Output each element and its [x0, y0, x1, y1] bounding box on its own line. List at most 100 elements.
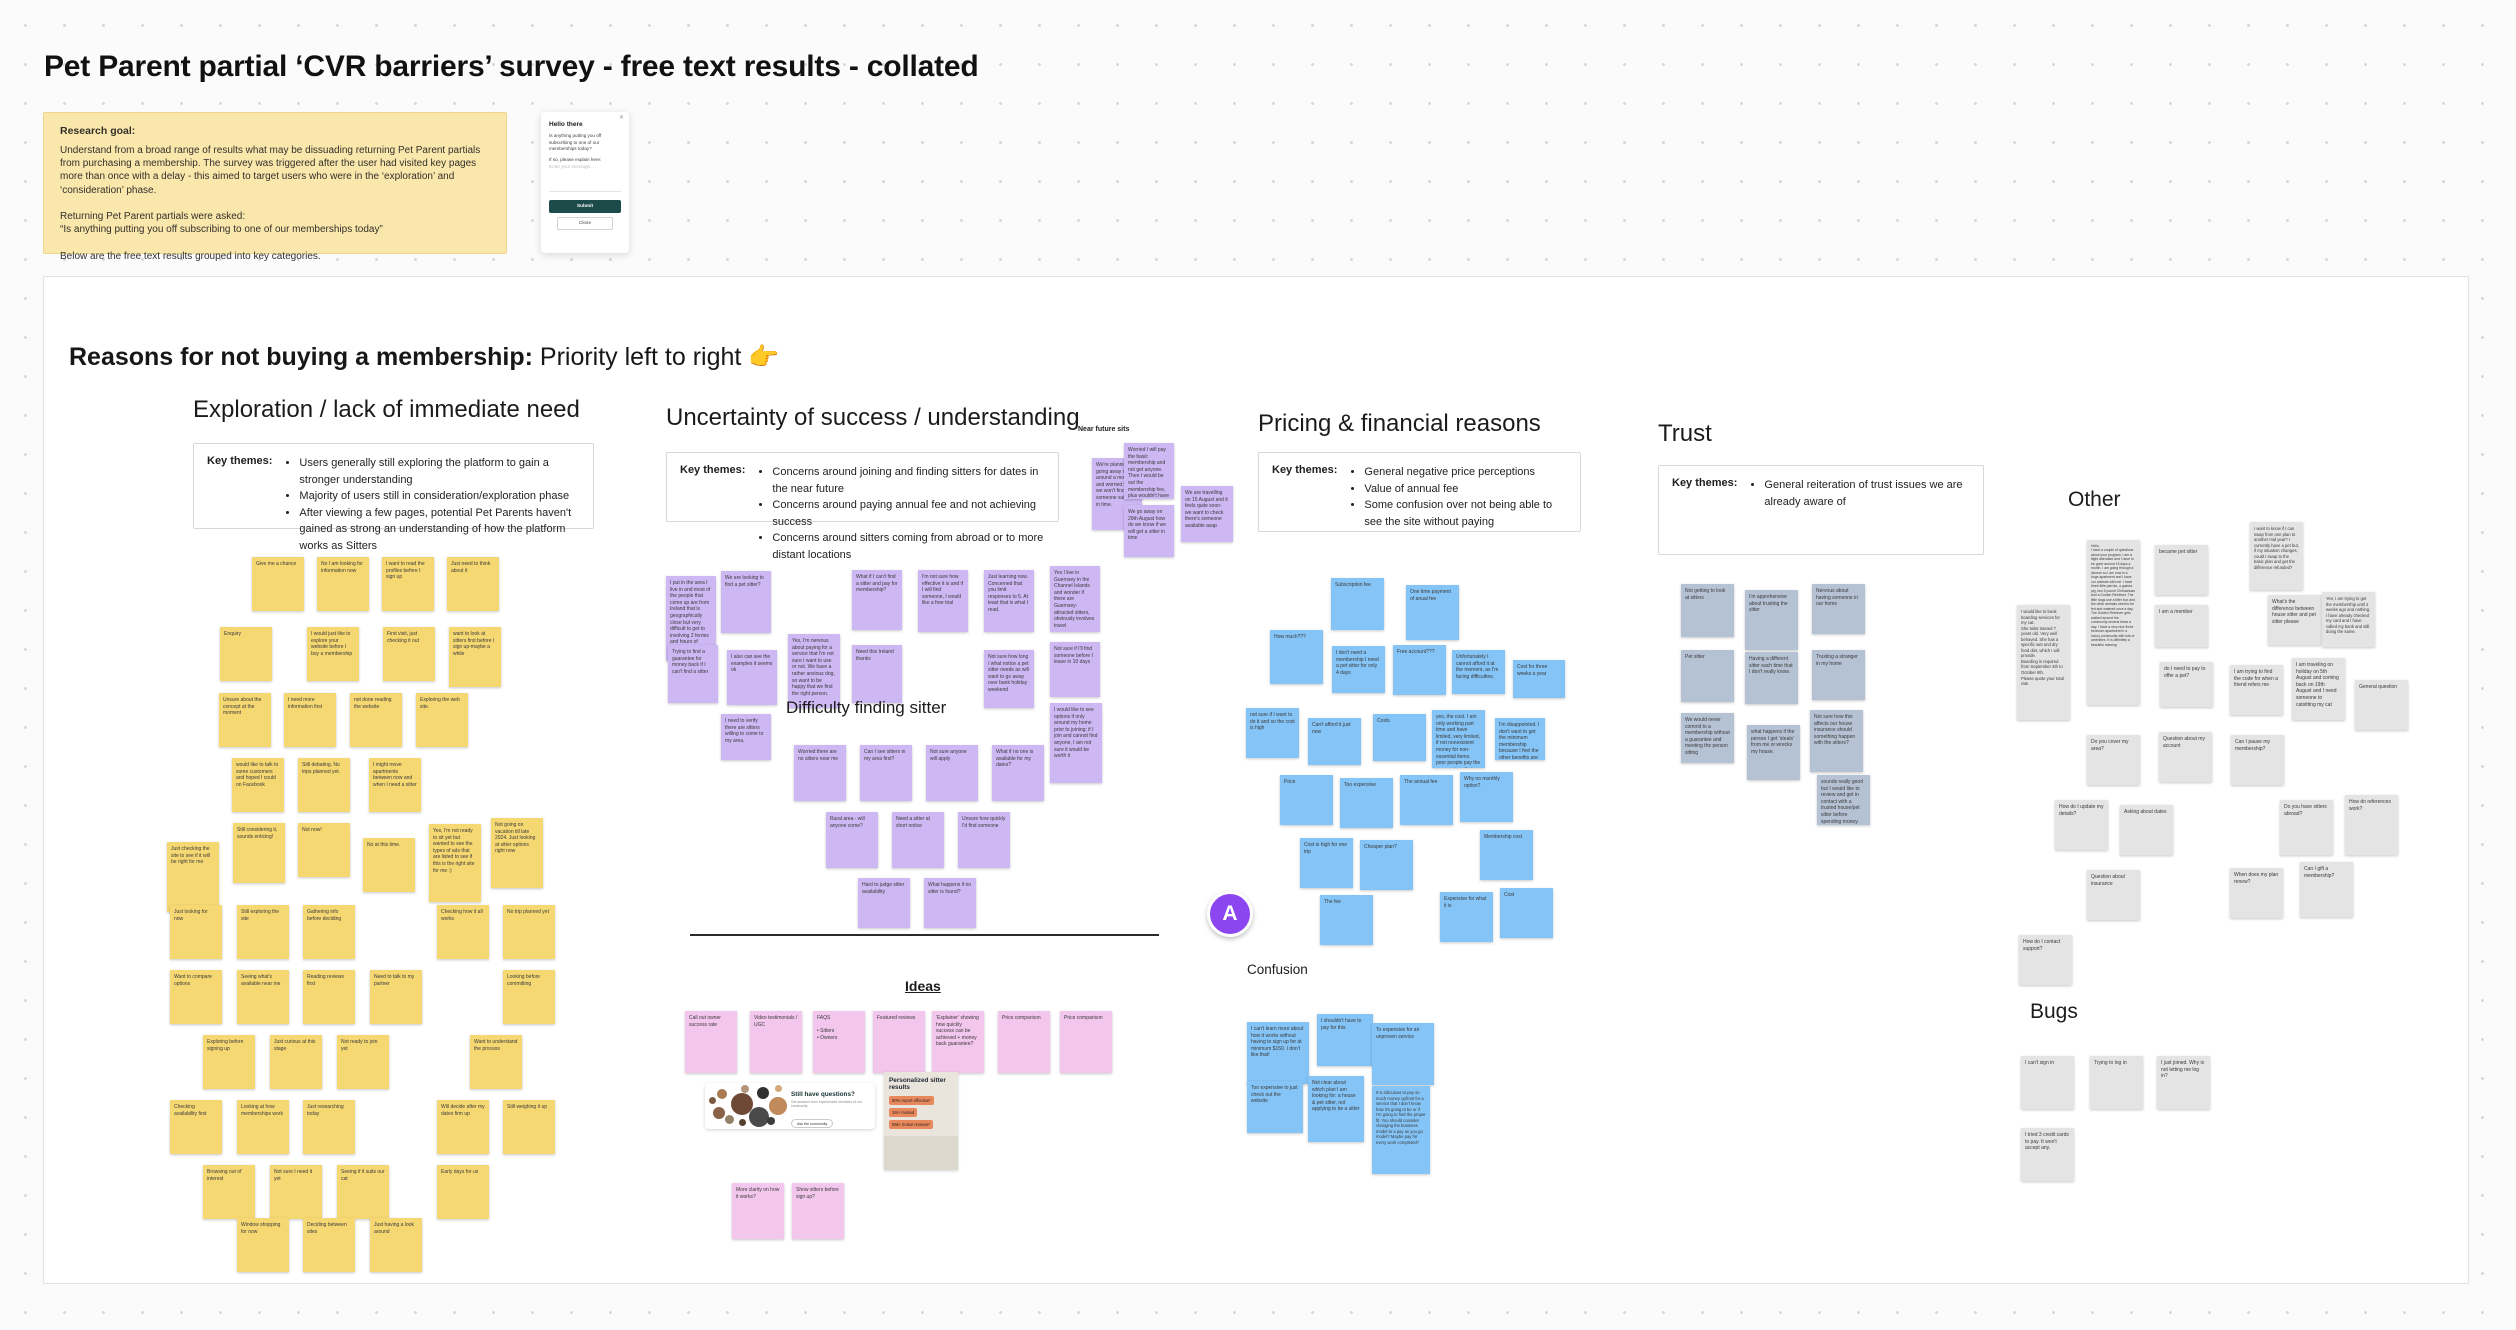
sticky-note-uncertainty[interactable]: Hard to judge sitter availability	[858, 878, 910, 928]
sticky-note-bugs[interactable]: I can't sign in	[2021, 1056, 2074, 1109]
sticky-note-exploration[interactable]: Exploring before signing up	[203, 1035, 255, 1089]
sticky-note-other[interactable]: Do you cover my area?	[2087, 735, 2140, 785]
sticky-note-trust[interactable]: Not getting to look at sitters	[1681, 584, 1734, 637]
sticky-note-exploration[interactable]: I might move apartments between now and …	[369, 758, 421, 812]
sticky-note-uncertainty[interactable]: Trying to find a guarantee for money bac…	[668, 645, 718, 703]
sticky-note-exploration[interactable]: want to look at sitters first before I s…	[449, 627, 501, 687]
sticky-note-pricing[interactable]: How much???	[1270, 630, 1323, 684]
sticky-note-confusion[interactable]: To expensive for an unproven service	[1372, 1023, 1434, 1085]
sticky-note-pricing[interactable]: Price	[1280, 775, 1333, 825]
sticky-note-exploration[interactable]: Seeing what's available near me	[237, 970, 289, 1024]
section-title-exploration[interactable]: Exploration / lack of immediate need	[193, 396, 580, 423]
sticky-note-other[interactable]: Yes, I am trying to get the membership u…	[2322, 592, 2375, 647]
label-difficulty-finding-sitter[interactable]: Difficulty finding sitter	[786, 698, 947, 717]
sticky-note-exploration[interactable]: Not ready to join yet	[337, 1035, 389, 1089]
sticky-note-other[interactable]: I would like to book boarding services f…	[2017, 605, 2070, 720]
sticky-note-trust[interactable]: Having a different sitter each time that…	[1745, 652, 1798, 704]
key-themes-exploration[interactable]: Key themes: Users generally still explor…	[193, 443, 594, 552]
sticky-note-other[interactable]: When does my plan renew?	[2230, 868, 2283, 918]
sticky-note-uncertainty[interactable]: Can I see sitters in my area first?	[860, 745, 912, 801]
sticky-note-exploration[interactable]: I want to read the profiles before I sig…	[382, 557, 434, 611]
sticky-note-exploration[interactable]: Early days for us	[437, 1165, 489, 1219]
sticky-note-pricing[interactable]: Can't afford it just now	[1308, 718, 1361, 765]
sticky-note-confusion[interactable]: Too expensive to just check out the webs…	[1247, 1081, 1303, 1133]
community-questions-card[interactable]: Still have questions? Get answers from e…	[705, 1083, 875, 1129]
sticky-note-exploration[interactable]: Yes, I'm not ready to sit yet but wanted…	[429, 824, 481, 902]
sticky-note-exploration[interactable]: Just looking for now	[170, 905, 222, 959]
sticky-note-other[interactable]: Asking about dates	[2120, 805, 2173, 855]
sticky-note-exploration[interactable]: Just curious at this stage	[270, 1035, 322, 1089]
close-button[interactable]: Close	[557, 216, 613, 230]
sticky-note-ideas[interactable]: Price comparison	[1060, 1011, 1112, 1073]
sticky-note-pricing[interactable]: Membership cost	[1480, 830, 1533, 880]
sticky-note-other[interactable]: What's the difference between house sitt…	[2268, 595, 2321, 645]
sticky-note-exploration[interactable]: Not sure I need it yet	[270, 1165, 322, 1219]
research-goal-note[interactable]: Research goal: Understand from a broad r…	[43, 112, 507, 262]
sticky-note-exploration[interactable]: Need to talk to my partner	[370, 970, 422, 1024]
sticky-note-pricing[interactable]: Cost for three weeks a year	[1513, 660, 1565, 698]
sticky-note-bugs[interactable]: Trying to log in	[2090, 1056, 2143, 1109]
sticky-note-pricing[interactable]: Costs	[1373, 714, 1426, 761]
sticky-note-exploration[interactable]: Window shopping for now	[237, 1218, 289, 1272]
section-title-uncertainty[interactable]: Uncertainty of success / understanding	[666, 404, 1080, 431]
sticky-note-exploration[interactable]: Still debating. No trips planned yet.	[298, 758, 350, 812]
sticky-note-uncertainty[interactable]: I need to verify there are sitters willi…	[721, 714, 771, 760]
sticky-note-other[interactable]: became pet sitter	[2155, 545, 2208, 595]
sticky-note-pricing[interactable]: The fee	[1320, 895, 1373, 945]
sticky-note-confusion[interactable]: Not clear about which plan I am looking …	[1308, 1076, 1364, 1142]
sticky-note-pricing[interactable]: yes, the cost. I am only working part ti…	[1432, 710, 1485, 768]
sticky-note-trust[interactable]: Not sure how this affects our house insu…	[1810, 710, 1863, 772]
sticky-note-exploration[interactable]: Unsure about the concept at the moment	[219, 693, 271, 747]
sticky-note-confusion[interactable]: It is ridiculous to pay so much money up…	[1372, 1086, 1430, 1174]
sticky-note-pricing[interactable]: Cost is high for one trip	[1300, 838, 1353, 888]
sticky-note-exploration[interactable]: Browsing out of interest	[203, 1165, 255, 1219]
sticky-note-uncertainty[interactable]: Not sure if I'll find someone before I l…	[1050, 642, 1100, 697]
sticky-note-uncertainty[interactable]: Need a sitter at short notice	[892, 812, 944, 868]
sticky-note-ideas[interactable]: ‘Explainer’ showing how quickly success …	[932, 1011, 984, 1073]
sticky-note-uncertainty[interactable]: What if no one is available for my dates…	[992, 745, 1044, 801]
sticky-note-other[interactable]: Do you have sitters abroad?	[2280, 800, 2333, 855]
sticky-note-exploration[interactable]: Just checking the site to see if it will…	[167, 842, 219, 912]
sticky-note-pricing[interactable]: Unfortunately I cannot afford it at the …	[1452, 650, 1505, 694]
label-other[interactable]: Other	[2068, 488, 2121, 511]
sticky-note-confusion[interactable]: I can't learn more about how it works wi…	[1247, 1022, 1309, 1084]
sticky-note-trust[interactable]: I'm apprehensive about trusting the sitt…	[1745, 590, 1798, 650]
sticky-note-exploration[interactable]: Checking availability first	[170, 1100, 222, 1154]
sticky-note-ideas[interactable]: Video testimonials / UGC	[750, 1011, 802, 1073]
label-confusion[interactable]: Confusion	[1247, 962, 1308, 977]
key-themes-uncertainty[interactable]: Key themes: Concerns around joining and …	[666, 452, 1059, 561]
sticky-note-exploration[interactable]: Seeing if it suits our cat	[337, 1165, 389, 1219]
section-title-pricing[interactable]: Pricing & financial reasons	[1258, 410, 1541, 437]
close-icon[interactable]: ✕	[618, 115, 624, 121]
collaborator-avatar[interactable]: A	[1207, 891, 1253, 937]
sticky-note-pricing[interactable]: Cost	[1500, 888, 1553, 938]
sticky-note-exploration[interactable]: First visit, just checking it out	[383, 627, 435, 681]
sticky-note-other[interactable]: Question about insurance	[2087, 870, 2140, 920]
survey-modal-mockup[interactable]: ✕ Hello there Is anything putting you of…	[541, 112, 629, 253]
sticky-note-exploration[interactable]: Deciding between sites	[303, 1218, 355, 1272]
sticky-note-exploration[interactable]: Want to compare options	[170, 970, 222, 1024]
sticky-note-trust[interactable]: what happens if the person I get ‘steals…	[1747, 725, 1800, 780]
sticky-note-other[interactable]: I am trying to find the code for when a …	[2230, 665, 2283, 715]
sticky-note-exploration[interactable]: Still weighing it up	[503, 1100, 555, 1154]
sticky-note-trust[interactable]: Pet sitter	[1681, 650, 1734, 702]
sticky-note-trust[interactable]: Nervous about having someone in our home	[1812, 584, 1865, 634]
sticky-note-pricing[interactable]: One time payment of anual fee	[1406, 585, 1459, 640]
label-bugs[interactable]: Bugs	[2030, 1000, 2078, 1023]
sticky-note-other[interactable]: How do references work?	[2345, 795, 2398, 855]
sticky-note-uncertainty[interactable]: We are looking to find a pet sitter?	[721, 571, 771, 633]
sticky-note-exploration[interactable]: Just researching today	[303, 1100, 355, 1154]
sticky-note-pricing[interactable]: Free account???	[1393, 645, 1446, 695]
sticky-note-uncertainty[interactable]: I also can see the examples it seems ok	[727, 650, 777, 705]
sticky-note-pricing[interactable]: not sure if I want to do it and so the c…	[1246, 708, 1299, 758]
sticky-note-exploration[interactable]: No trip planned yet	[503, 905, 555, 959]
sticky-note-exploration[interactable]: Reading reviews first	[303, 970, 355, 1024]
sticky-note-pricing[interactable]: I'm disappointed. I don't want to get th…	[1495, 718, 1545, 760]
sticky-note-other[interactable]: How do I contact support?	[2019, 935, 2072, 985]
submit-button[interactable]: Submit	[549, 199, 621, 213]
key-themes-trust[interactable]: Key themes: General reiteration of trust…	[1658, 465, 1984, 555]
sticky-note-uncertainty[interactable]: Worried there are no sitters near me	[794, 745, 846, 801]
sticky-note-trust[interactable]: Trusting a stranger in my home	[1812, 650, 1865, 700]
sticky-note-exploration[interactable]: Just need to think about it	[447, 557, 499, 611]
